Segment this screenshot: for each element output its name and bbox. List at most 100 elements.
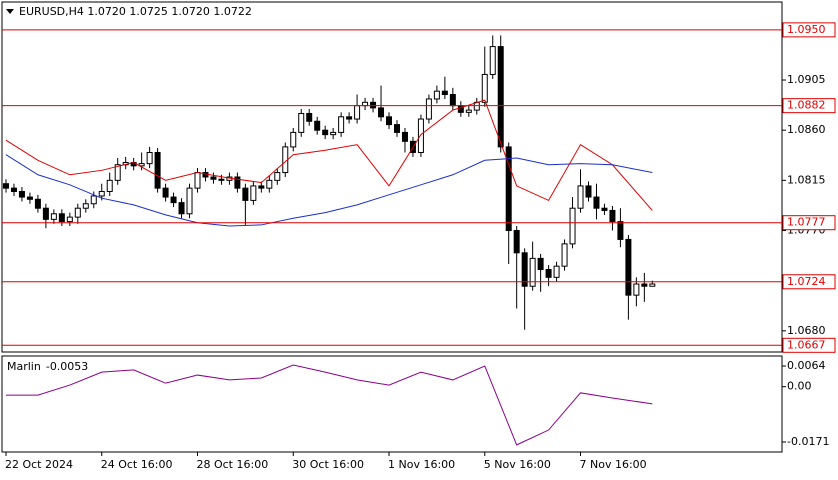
candle-body [354,105,361,120]
candle-body [146,151,153,165]
candle-body [569,207,576,245]
candle-body [561,243,568,267]
candle-body [378,107,385,118]
x-tick-label: 24 Oct 16:00 [101,458,173,471]
candle-body [154,151,161,189]
y-tick-label: 1.0860 [787,123,826,136]
chart-title: EURUSD,H4 1.0720 1.0725 1.0720 1.0722 [19,5,252,18]
candle-body [601,207,608,211]
candle-body [489,46,496,75]
x-tick-label: 28 Oct 16:00 [196,458,268,471]
candle-body [433,90,440,100]
level-label: 1.0882 [787,99,826,112]
y-tick-label: 1.0905 [787,73,826,86]
candle-body [66,216,73,223]
collapse-icon[interactable] [6,9,14,14]
candle-body [290,131,297,148]
candle-body [417,118,424,153]
candle-body [266,179,273,189]
level-label-box [782,215,836,231]
candle-body [90,195,97,205]
candle-body [393,124,400,133]
y-tick-label: -0.0171 [787,435,829,448]
candle-body [505,146,512,232]
x-tick-label: 22 Oct 2024 [5,458,73,471]
candle-body [170,196,177,204]
candle-body [481,73,488,103]
level-label-box [782,274,836,290]
moving-average [5,154,653,227]
candle-body [250,185,257,201]
candle-body [242,187,249,201]
level-label-box [782,337,836,353]
y-tick-label: 0.00 [787,380,812,393]
candle-body [234,176,241,189]
candle-body [2,183,9,189]
candle-body [338,116,345,133]
candle-body [34,198,41,209]
candle-body [609,209,616,223]
level-label: 1.0724 [787,275,826,288]
candle-body [386,116,393,126]
candle-body [178,202,185,215]
candle-body [545,269,552,278]
candle-body [370,101,377,109]
candle-body [210,176,217,180]
candle-body [10,187,17,192]
level-label: 1.0667 [787,338,826,351]
candle-body [298,112,305,133]
level-label: 1.0950 [787,23,826,36]
candle-body [537,257,544,271]
x-tick-label: 1 Nov 16:00 [388,458,455,471]
indicator-line [5,364,653,446]
candle-body [82,203,89,209]
candle-body [346,116,353,120]
candle-body [138,163,145,167]
candle-body [42,207,49,220]
candle-body [98,190,105,197]
candle-body [425,98,432,120]
indicator-name: Marlin [7,360,41,373]
candle-body [314,120,321,131]
x-tick-label: 7 Nov 16:00 [580,458,647,471]
candle-body [306,112,313,122]
candle-body [529,257,536,287]
x-tick-label: 5 Nov 16:00 [484,458,551,471]
candle-body [218,178,225,181]
candle-body [465,109,472,113]
moving-average [5,99,653,211]
candle-body [577,185,584,209]
candle-body [362,101,369,107]
candle-body [649,283,656,287]
candle-body [258,185,265,189]
candle-body [18,190,25,198]
y-tick-label: 1.0680 [787,324,826,337]
candle-body [553,265,560,278]
candle-body [186,187,193,215]
level-label: 1.0777 [787,216,826,229]
candle-body [633,283,640,296]
candle-body [330,131,337,136]
candle-body [58,213,65,223]
candle-body [585,185,592,198]
candle-body [401,131,408,142]
candle-body [625,238,632,296]
candle-body [521,252,528,287]
candle-body [641,283,648,287]
candle-body [441,90,448,96]
candle-body [322,129,329,136]
candle-body [50,213,57,220]
candle-body [162,187,169,198]
candle-body [74,207,81,218]
main-panel [1,1,783,353]
candle-body [593,196,600,209]
candle-body [26,196,33,200]
candle-body [449,94,456,107]
candle-body [194,172,201,189]
y-tick-label: 0.0064 [787,359,826,372]
candle-body [497,46,504,148]
x-tick-label: 30 Oct 16:00 [292,458,364,471]
indicator-value: -0.0053 [46,360,88,373]
